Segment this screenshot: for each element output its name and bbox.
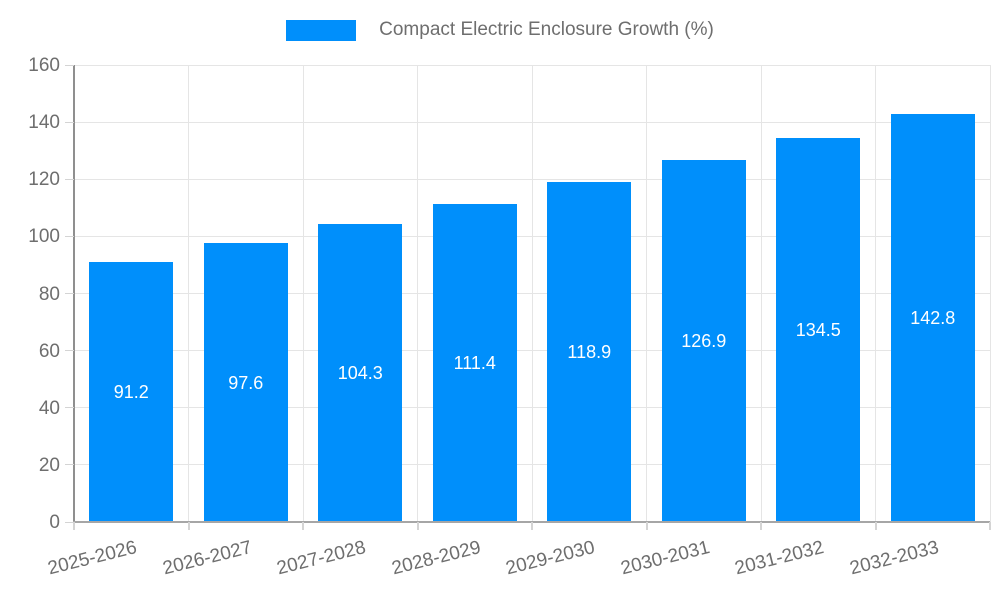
x-tick-label: 2030-2031	[618, 537, 712, 580]
legend-swatch	[286, 19, 357, 41]
bar-value-label: 91.2	[113, 381, 149, 402]
gridline-vertical	[188, 65, 189, 522]
y-axis-tick	[65, 293, 74, 294]
gridline-vertical	[302, 65, 304, 522]
y-axis-tick	[65, 350, 74, 352]
bar-value-label: 97.6	[228, 372, 264, 393]
bar[interactable]: 118.9	[547, 182, 632, 522]
x-tick-label: 2025-2026	[46, 537, 140, 580]
gridline-vertical	[417, 65, 418, 522]
y-tick-label: 120	[28, 169, 60, 191]
legend-label: Compact Electric Enclosure Growth (%)	[379, 19, 714, 40]
x-tick-label: 2027-2028	[275, 537, 369, 580]
x-axis-tick	[989, 522, 991, 530]
bar[interactable]: 91.2	[89, 261, 174, 522]
x-axis-tick	[645, 522, 648, 530]
bar[interactable]: 134.5	[776, 137, 861, 522]
x-axis-tick	[187, 522, 190, 530]
x-tick-label: 2031-2032	[733, 537, 827, 580]
bar-value-label: 111.4	[453, 352, 496, 373]
bar-value-label: 104.3	[337, 363, 383, 384]
y-tick-label: 140	[28, 112, 60, 134]
x-tick-label: 2032-2033	[847, 537, 941, 580]
y-axis-tick	[65, 121, 74, 123]
bar-value-label: 134.5	[795, 319, 841, 340]
bar[interactable]: 111.4	[432, 203, 517, 522]
y-tick-label: 100	[28, 226, 60, 248]
x-axis-tick	[760, 522, 762, 530]
y-axis-tick	[65, 235, 74, 237]
x-tick-label: 2026-2027	[160, 537, 254, 580]
bar[interactable]: 104.3	[318, 224, 403, 522]
x-tick-label: 2028-2029	[389, 537, 483, 580]
legend[interactable]: Compact Electric Enclosure Growth (%)	[0, 19, 1000, 41]
y-axis-tick	[65, 178, 74, 180]
gridline-vertical	[875, 65, 876, 522]
x-axis-tick	[416, 522, 419, 530]
bar[interactable]: 97.6	[203, 243, 288, 522]
plot-area: 91.2 97.6 104.3 111.4 118.9 126.9 134.5 142.8 0 2…	[28, 55, 991, 579]
y-axis-line	[73, 65, 75, 522]
y-tick-label: 0	[49, 512, 60, 533]
gridline-vertical	[646, 65, 647, 522]
bar-value-label: 118.9	[567, 342, 612, 363]
y-axis-tick	[65, 407, 74, 409]
x-axis-tick	[874, 522, 877, 530]
y-tick-label: 60	[38, 340, 60, 362]
y-axis-tick	[65, 64, 74, 66]
bar-value-label: 126.9	[681, 330, 727, 351]
x-axis-tick	[531, 522, 533, 530]
y-tick-label: 40	[38, 397, 60, 419]
gridline-vertical	[989, 65, 991, 522]
x-axis-tick	[302, 522, 304, 530]
bar-value-label: 142.8	[910, 308, 956, 329]
x-axis-tick	[73, 522, 75, 530]
y-tick-label: 160	[28, 55, 60, 76]
y-tick-label: 20	[38, 454, 60, 476]
bar[interactable]: 142.8	[890, 114, 975, 522]
y-axis-tick	[65, 464, 74, 466]
y-axis-tick	[65, 521, 74, 523]
x-tick-label: 2029-2030	[504, 537, 598, 580]
gridline-vertical	[531, 65, 533, 522]
gridline-vertical	[760, 65, 762, 522]
bar[interactable]: 126.9	[661, 159, 746, 522]
y-tick-label: 80	[38, 283, 60, 305]
